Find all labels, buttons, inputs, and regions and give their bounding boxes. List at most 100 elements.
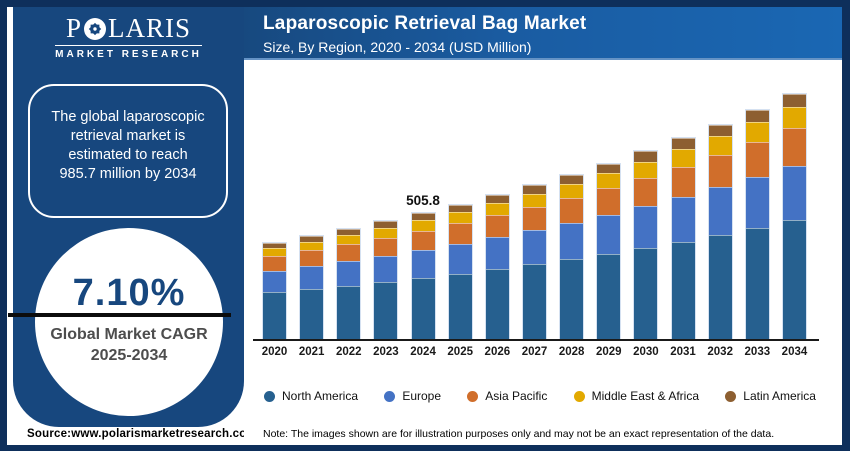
year-label-2028: 2028: [558, 346, 585, 358]
bar-2034: [782, 94, 806, 339]
legend-label-asia-pacific: Asia Pacific: [485, 389, 548, 403]
bar-2034-segment-north-america: [782, 220, 806, 339]
bar-2032-segment-north-america: [708, 234, 732, 339]
year-label-2032: 2032: [707, 346, 733, 358]
bar-2029-segment-north-america: [597, 253, 621, 339]
bar-2022-segment-asia-pacific: [337, 244, 361, 262]
bar-2021-segment-europe: [300, 266, 324, 290]
bar-2023-segment-north-america: [374, 281, 398, 339]
bar-2030-segment-north-america: [634, 248, 658, 339]
year-label-2020: 2020: [261, 346, 288, 358]
bar-2024-segment-middle-east-africa: [411, 220, 435, 231]
bar-2020-segment-north-america: [263, 292, 286, 339]
bar-2032-segment-latin-america: [708, 124, 732, 137]
bar-2024-segment-latin-america: [411, 213, 435, 221]
bar-2030-segment-europe: [634, 206, 658, 248]
logo-text-prefix: P: [65, 13, 82, 43]
bar-2028-segment-asia-pacific: [560, 197, 584, 223]
year-label-2026: 2026: [484, 346, 511, 358]
bars: [263, 94, 806, 339]
x-axis-labels: 2020 2021 2022 2023 2024 2025 2026 2027 2028 2029…: [261, 346, 808, 358]
bar-2022-segment-north-america: [337, 285, 361, 339]
bar-2025: [448, 204, 472, 339]
legend: North America Europe Asia Pacific Middle Ea…: [264, 389, 816, 403]
bar-2034-segment-europe: [782, 165, 806, 221]
bar-2027: [522, 185, 546, 339]
bar-2021-segment-north-america: [300, 289, 324, 339]
cagr-circle: 7.10% Global Market CAGR 2025-2034: [35, 228, 223, 416]
bar-2031-segment-middle-east-africa: [671, 149, 695, 167]
bar-2024-segment-asia-pacific: [411, 230, 435, 251]
bar-2030-segment-asia-pacific: [634, 177, 658, 207]
bar-2020-segment-middle-east-africa: [263, 247, 286, 257]
bar-2028-segment-north-america: [560, 259, 584, 339]
bar-2029-segment-middle-east-africa: [597, 172, 621, 189]
bar-2020-segment-asia-pacific: [263, 256, 286, 271]
bar-2022-segment-europe: [337, 261, 361, 286]
chart-area: Laparoscopic Retrieval Bag Market Size, …: [244, 7, 842, 445]
legend-label-north-america: North America: [282, 389, 359, 403]
bar-2028: [560, 174, 584, 339]
bar-2029-segment-latin-america: [597, 163, 621, 173]
bar-2030-segment-latin-america: [634, 151, 658, 162]
left-column: P LARIS MARKET RESEARCH The glob: [7, 7, 257, 445]
year-label-2034: 2034: [781, 346, 808, 358]
year-label-2022: 2022: [335, 346, 362, 358]
bar-2032-segment-asia-pacific: [708, 154, 732, 188]
bar-2024-segment-north-america: [411, 278, 435, 339]
cagr-value: 7.10%: [72, 272, 186, 314]
bar-2032-segment-europe: [708, 187, 732, 235]
bar-2026-segment-north-america: [485, 269, 509, 339]
bar-2029: [597, 163, 621, 340]
bar-2027-segment-latin-america: [522, 185, 546, 194]
market-estimate-callout: The global laparoscopic retrieval market…: [28, 84, 228, 218]
bar-2029-segment-asia-pacific: [597, 188, 621, 215]
bar-2029-segment-europe: [597, 214, 621, 254]
value-label-2024: 505.8: [406, 193, 440, 209]
bar-2034-segment-latin-america: [782, 94, 806, 108]
bar-2031: [671, 138, 695, 339]
legend-label-latin-america: Latin America: [743, 389, 816, 403]
bar-2026-segment-latin-america: [485, 195, 509, 204]
year-label-2024: 2024: [410, 346, 436, 358]
cagr-divider-line: [8, 313, 231, 317]
bar-2023-segment-asia-pacific: [374, 237, 398, 256]
year-label-2023: 2023: [373, 346, 399, 358]
year-label-2029: 2029: [595, 346, 622, 358]
bar-2025-segment-middle-east-africa: [448, 211, 472, 224]
logo-text-suffix: LARIS: [108, 13, 192, 43]
bar-2033: [745, 109, 769, 339]
legend-dot-latin-america: [725, 390, 737, 402]
bar-2026-segment-middle-east-africa: [485, 203, 509, 216]
source-attribution: Source:www.polarismarketresearch.com: [27, 428, 257, 440]
year-label-2025: 2025: [447, 346, 473, 358]
x-axis-line: [253, 339, 819, 341]
bar-2031-segment-latin-america: [671, 138, 695, 150]
bar-2021-segment-latin-america: [300, 236, 324, 242]
legend-item-middle-east-africa: Middle East & Africa: [573, 389, 699, 403]
legend-dot-north-america: [264, 390, 275, 402]
bar-2031-segment-asia-pacific: [671, 166, 695, 198]
legend-item-asia-pacific: Asia Pacific: [467, 389, 547, 403]
bar-2022: [337, 228, 361, 339]
year-label-2033: 2033: [744, 346, 771, 358]
bar-2031-segment-europe: [671, 197, 695, 242]
bar-2027-segment-asia-pacific: [522, 206, 546, 231]
year-label-2027: 2027: [521, 346, 548, 358]
bar-2031-segment-north-america: [671, 241, 695, 339]
bar-2024-segment-europe: [411, 250, 435, 278]
bar-2023-segment-europe: [374, 255, 398, 282]
bar-2024: [411, 213, 435, 339]
bar-2030-segment-middle-east-africa: [634, 161, 658, 178]
disclaimer-note: Note: The images shown are for illustrat…: [263, 428, 775, 440]
year-label-2030: 2030: [633, 346, 659, 358]
bar-2030: [634, 151, 658, 339]
bar-2033-segment-middle-east-africa: [745, 122, 769, 142]
bar-2025-segment-north-america: [448, 273, 472, 339]
bar-2028-segment-middle-east-africa: [560, 183, 584, 198]
bar-2022-segment-latin-america: [337, 228, 361, 235]
bar-2020-segment-latin-america: [263, 242, 286, 248]
cagr-period: 2025-2034: [90, 347, 168, 364]
legend-label-europe: Europe: [402, 389, 442, 403]
